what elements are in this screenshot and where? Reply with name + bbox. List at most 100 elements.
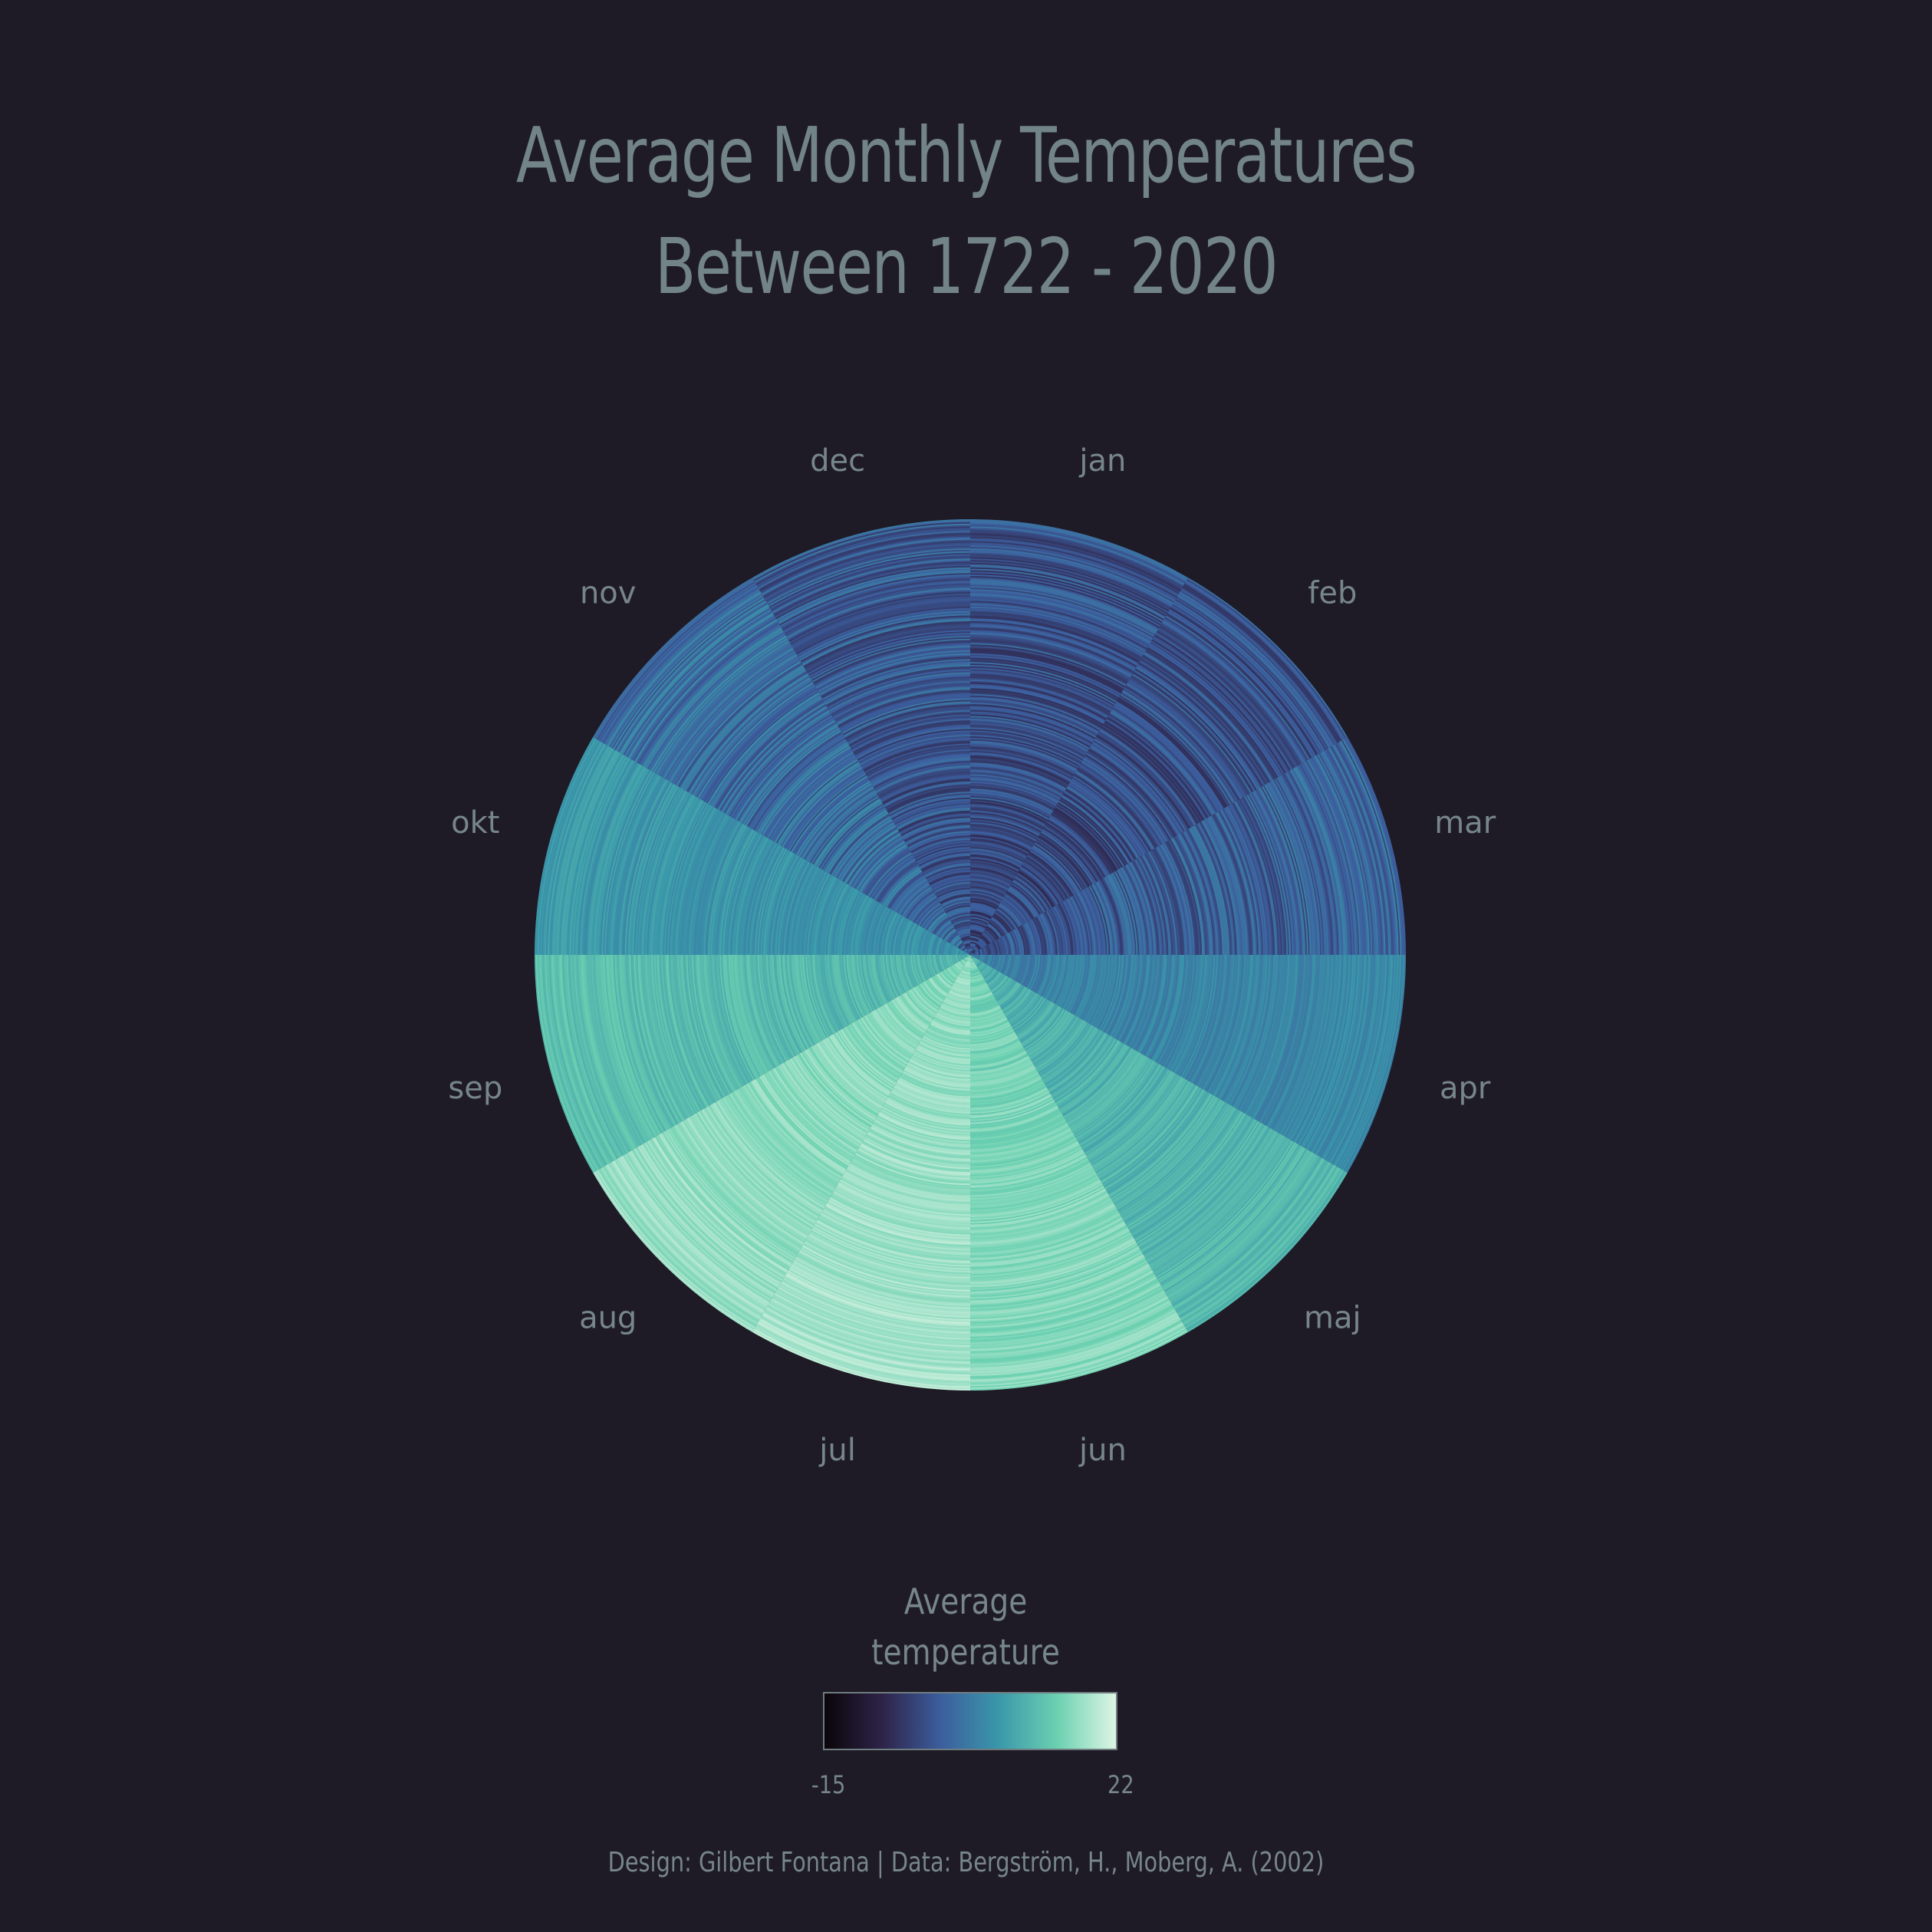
ring-mar-1783 xyxy=(1047,909,1061,955)
ring-jan-1798 xyxy=(970,842,1027,859)
ring-dec-1743 xyxy=(953,922,970,929)
ring-apr-1742 xyxy=(995,955,1002,971)
ring-jan-1775 xyxy=(970,876,1010,888)
ring-jun-1739 xyxy=(970,976,984,982)
ring-mar-1798 xyxy=(1066,898,1083,955)
ring-sep-1741 xyxy=(940,955,946,970)
ring-apr-1791 xyxy=(1057,955,1073,1006)
ring-sep-1768 xyxy=(901,955,913,989)
ring-sep-1804 xyxy=(848,955,867,1016)
ring-nov-1777 xyxy=(899,884,930,915)
ring-jun-1733 xyxy=(970,969,979,973)
ring-maj-1767 xyxy=(1002,987,1029,1014)
ring-sep-1779 xyxy=(885,955,899,998)
ring-feb-1746 xyxy=(987,923,1002,938)
ring-sep-1788 xyxy=(872,955,887,1004)
ring-maj-1790 xyxy=(1019,1004,1058,1042)
ring-apr-1769 xyxy=(1029,955,1041,990)
ring-nov-1775 xyxy=(901,886,932,917)
ring-feb-1754 xyxy=(993,913,1012,932)
ring-maj-1729 xyxy=(975,959,981,966)
ring-maj-1781 xyxy=(1013,998,1047,1032)
ring-jul-1733 xyxy=(961,969,970,973)
ring-jul-1743 xyxy=(953,981,970,988)
ring-jun-1742 xyxy=(970,979,986,986)
ring-jan-1741 xyxy=(970,925,986,931)
ring-apr-1787 xyxy=(1052,955,1067,1003)
ring-jul-1780 xyxy=(927,1028,970,1042)
ring-jun-1783 xyxy=(970,1032,1016,1046)
ring-jun-1792 xyxy=(970,1043,1022,1059)
ring-nov-1731 xyxy=(957,942,964,949)
ring-sep-1770 xyxy=(898,955,910,991)
ring-dec-1749 xyxy=(950,913,970,921)
ring-maj-1740 xyxy=(983,968,995,979)
ring-nov-1744 xyxy=(940,925,955,940)
ring-jan-1753 xyxy=(970,907,994,917)
ring-jan-1752 xyxy=(970,909,993,917)
ring-okt-1764 xyxy=(907,923,917,955)
ring-jun-1810 xyxy=(970,1065,1035,1085)
ring-apr-1732 xyxy=(982,955,987,963)
ring-jan-1737 xyxy=(970,931,982,936)
ring-dec-1807 xyxy=(907,829,970,848)
ring-okt-1753 xyxy=(923,931,932,955)
ring-jun-1787 xyxy=(970,1036,1019,1052)
ring-jul-1753 xyxy=(946,993,970,1002)
ring-dec-1804 xyxy=(909,833,970,852)
ring-nov-1770 xyxy=(908,893,936,920)
ring-nov-1750 xyxy=(933,917,950,935)
ring-feb-1744 xyxy=(986,925,1000,940)
ring-jan-1782 xyxy=(970,865,1015,880)
ring-feb-1730 xyxy=(976,943,982,950)
ring-nov-1759 xyxy=(922,907,943,928)
ring-jun-1765 xyxy=(970,1009,1002,1019)
ring-okt-1790 xyxy=(869,904,885,955)
ring-apr-1773 xyxy=(1034,955,1047,993)
ring-mar-1757 xyxy=(1014,928,1023,955)
ring-jun-1807 xyxy=(970,1061,1033,1081)
ring-apr-1728 xyxy=(977,955,981,960)
ring-apr-1809 xyxy=(1080,955,1099,1019)
ring-apr-1772 xyxy=(1033,955,1045,992)
ring-jan-1730 xyxy=(970,941,977,945)
ring-feb-1741 xyxy=(984,929,996,941)
ring-okt-1729 xyxy=(958,949,962,955)
ring-maj-1774 xyxy=(1008,992,1038,1022)
ring-okt-1733 xyxy=(952,946,956,955)
ring-mar-1777 xyxy=(1039,913,1052,955)
ring-jan-1772 xyxy=(970,880,1008,892)
ring-sep-1772 xyxy=(895,955,907,992)
ring-jun-1805 xyxy=(970,1059,1032,1078)
ring-feb-1758 xyxy=(996,907,1018,929)
ring-jun-1755 xyxy=(970,996,996,1005)
ring-aug-1729 xyxy=(959,959,966,966)
ring-okt-1798 xyxy=(857,898,874,955)
ring-apr-1779 xyxy=(1042,955,1055,998)
ring-nov-1743 xyxy=(942,927,956,940)
ring-jun-1731 xyxy=(970,966,978,970)
ring-jul-1779 xyxy=(927,1026,970,1040)
chart-title: Average Monthly Temperatures Between 172… xyxy=(212,100,1720,322)
ring-jul-1787 xyxy=(922,1036,970,1052)
ring-okt-1770 xyxy=(898,919,910,955)
ring-mar-1755 xyxy=(1012,930,1020,955)
ring-aug-1774 xyxy=(903,992,933,1022)
ring-sep-1787 xyxy=(874,955,889,1003)
ring-feb-1729 xyxy=(975,944,981,950)
ring-dec-1806 xyxy=(908,831,970,849)
ring-jul-1741 xyxy=(955,979,970,985)
ring-dec-1739 xyxy=(956,928,970,934)
ring-nov-1746 xyxy=(938,923,953,938)
ring-jan-1751 xyxy=(970,910,992,919)
ring-apr-1800 xyxy=(1068,955,1086,1013)
ring-mar-1773 xyxy=(1034,917,1047,955)
ring-jan-1768 xyxy=(970,886,1005,897)
ring-apr-1747 xyxy=(1002,955,1009,974)
ring-jun-1756 xyxy=(970,997,996,1006)
ring-sep-1798 xyxy=(857,955,874,1012)
ring-mar-1745 xyxy=(999,937,1005,955)
ring-jan-1773 xyxy=(970,878,1009,891)
ring-mar-1752 xyxy=(1008,932,1016,955)
ring-jun-1749 xyxy=(970,989,991,996)
